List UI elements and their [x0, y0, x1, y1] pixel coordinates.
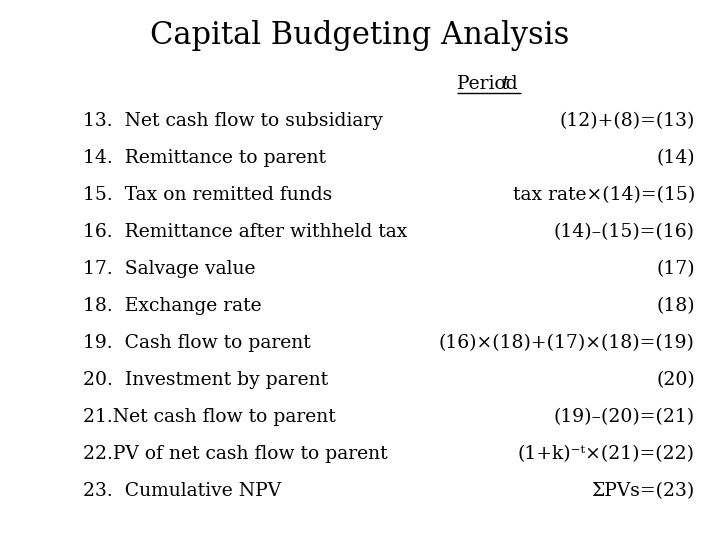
- Text: t: t: [502, 75, 509, 93]
- Text: (20): (20): [656, 372, 695, 389]
- Text: ΣPVs=(23): ΣPVs=(23): [592, 482, 695, 501]
- Text: 13.  Net cash flow to subsidiary: 13. Net cash flow to subsidiary: [83, 112, 382, 131]
- Text: 15.  Tax on remitted funds: 15. Tax on remitted funds: [83, 186, 332, 205]
- Text: 16.  Remittance after withheld tax: 16. Remittance after withheld tax: [83, 224, 408, 241]
- Text: (16)×(18)+(17)×(18)=(19): (16)×(18)+(17)×(18)=(19): [439, 334, 695, 353]
- Text: Capital Budgeting Analysis: Capital Budgeting Analysis: [150, 19, 570, 51]
- Text: (19)–(20)=(21): (19)–(20)=(21): [554, 408, 695, 427]
- Text: (14): (14): [656, 150, 695, 167]
- Text: (12)+(8)=(13): (12)+(8)=(13): [559, 112, 695, 131]
- Text: Period: Period: [457, 75, 524, 93]
- Text: (17): (17): [656, 260, 695, 279]
- Text: (18): (18): [656, 298, 695, 315]
- Text: 18.  Exchange rate: 18. Exchange rate: [83, 298, 261, 315]
- Text: 21.Net cash flow to parent: 21.Net cash flow to parent: [83, 408, 336, 427]
- Text: 23.  Cumulative NPV: 23. Cumulative NPV: [83, 482, 281, 501]
- Text: 19.  Cash flow to parent: 19. Cash flow to parent: [83, 334, 310, 353]
- Text: 22.PV of net cash flow to parent: 22.PV of net cash flow to parent: [83, 446, 387, 463]
- Text: (1+k)⁻ᵗ×(21)=(22): (1+k)⁻ᵗ×(21)=(22): [518, 446, 695, 463]
- Text: 14.  Remittance to parent: 14. Remittance to parent: [83, 150, 325, 167]
- Text: 20.  Investment by parent: 20. Investment by parent: [83, 372, 328, 389]
- Text: (14)–(15)=(16): (14)–(15)=(16): [554, 224, 695, 241]
- Text: 17.  Salvage value: 17. Salvage value: [83, 260, 256, 279]
- Text: tax rate×(14)=(15): tax rate×(14)=(15): [513, 186, 695, 205]
